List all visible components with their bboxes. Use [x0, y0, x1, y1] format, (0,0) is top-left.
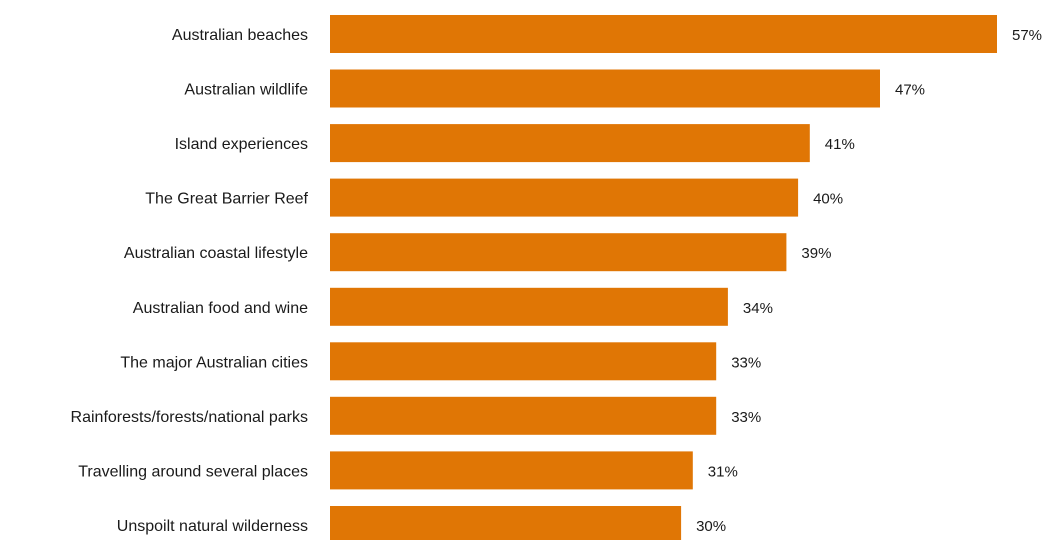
value-label: 39%	[801, 245, 831, 262]
value-label: 31%	[708, 463, 738, 480]
category-label: Australian beaches	[172, 27, 308, 44]
bar	[330, 506, 682, 540]
category-label: Rainforests/forests/national parks	[71, 409, 308, 426]
category-label: Travelling around several places	[78, 463, 308, 480]
value-label: 34%	[743, 300, 773, 317]
value-labels-group: 57% 47% 41% 40% 39% 34% 33% 33% 31% 30%	[696, 27, 1042, 535]
value-label: 47%	[895, 82, 925, 99]
bar	[330, 233, 787, 272]
bar	[330, 178, 799, 217]
category-label: Australian coastal lifestyle	[124, 245, 308, 262]
category-label: Unspoilt natural wilderness	[117, 518, 308, 535]
category-label: Island experiences	[175, 136, 308, 153]
category-label: The Great Barrier Reef	[145, 191, 308, 208]
value-label: 41%	[825, 136, 855, 153]
value-label: 40%	[813, 191, 843, 208]
category-label: Australian wildlife	[184, 82, 308, 99]
category-label: Australian food and wine	[133, 300, 308, 317]
bar	[330, 451, 693, 490]
bar	[330, 15, 997, 53]
bars-group	[330, 15, 997, 540]
category-label: The major Australian cities	[120, 354, 308, 371]
bar	[330, 342, 717, 381]
value-label: 33%	[731, 409, 761, 426]
bar	[330, 124, 810, 163]
bar	[330, 396, 717, 435]
bar	[330, 69, 880, 108]
value-label: 33%	[731, 354, 761, 371]
bar	[330, 287, 728, 326]
value-label: 57%	[1012, 27, 1042, 44]
category-labels-group: Australian beaches Australian wildlife Isl…	[71, 27, 309, 535]
value-label: 30%	[696, 518, 726, 535]
